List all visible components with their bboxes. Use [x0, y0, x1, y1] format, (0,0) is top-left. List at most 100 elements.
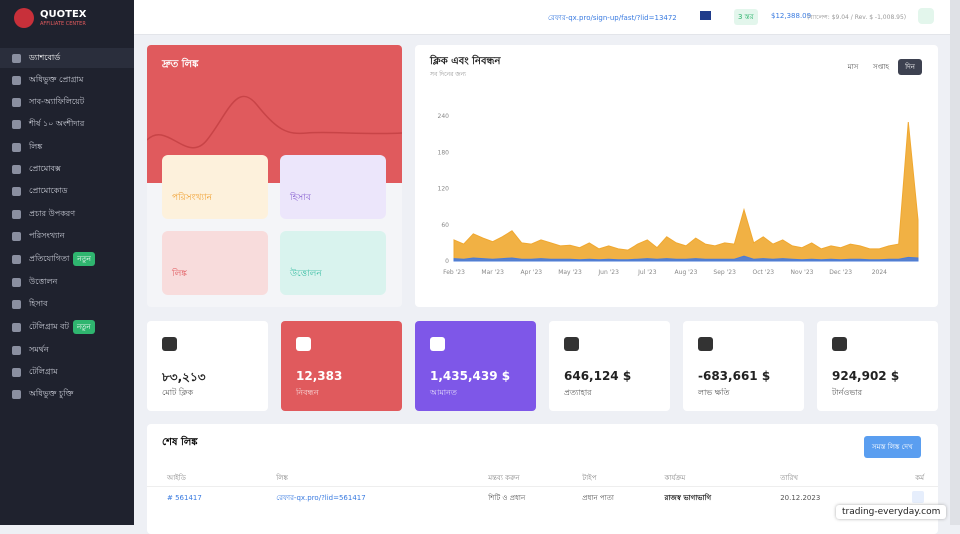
nav-item[interactable]: ড্যাশবোর্ড: [0, 48, 134, 68]
links-table: আইডি লিঙ্ক মন্তব্য করুন টাইপ কার্যক্রম তারিখ ক…: [147, 470, 938, 510]
table-header: কর্ম: [915, 473, 924, 482]
nav-label: লিঙ্ক: [29, 141, 43, 151]
area: [453, 255, 919, 262]
stat-value: -683,661 $: [698, 369, 771, 383]
table-title: শেষ লিঙ্ক: [162, 437, 198, 448]
nav-item[interactable]: টেলিগ্রাম বট নতুন: [0, 317, 134, 337]
table-cell: 20.12.2023: [780, 494, 821, 503]
nav-icon: [12, 164, 21, 174]
topbar: রেফার-qx.pro/sign-up/fast/?lid=13472 3 স…: [134, 0, 950, 35]
nav-icon: [12, 345, 21, 355]
x-tick-label: Mar '23: [481, 269, 504, 276]
nav-item[interactable]: লিঙ্ক: [0, 137, 134, 157]
chart-card: ক্লিক এবং নিবন্ধন সব দিনের জন্য মাস সপ্ত…: [415, 45, 938, 307]
ref-link[interactable]: রেফার-qx.pro/sign-up/fast/?lid=13472: [548, 14, 677, 22]
nav-label: প্রোমোকোড: [29, 185, 68, 195]
chart-subtitle: সব দিনের জন্য: [429, 71, 466, 78]
period-active[interactable]: [898, 59, 922, 75]
period-button[interactable]: সপ্তাহ: [872, 63, 889, 71]
level: 3 স্তর: [734, 9, 758, 25]
flag[interactable]: [700, 11, 711, 20]
nav-item[interactable]: হিসাব: [0, 294, 134, 314]
table-cell: # 561417: [167, 494, 202, 503]
x-tick-label: Feb '23: [443, 269, 465, 276]
nav-icon: [12, 209, 21, 219]
nav-label: শীর্ষ ১০ অংশীদার: [29, 118, 85, 128]
stat-label: নিবন্ধন: [296, 388, 319, 397]
y-tick-label: 240: [438, 113, 450, 120]
sidebar: QUOTEX AFFILIATE CENTER ড্যাশবোর্ড অধিভুক…: [0, 0, 134, 525]
nav-item[interactable]: টেলিগ্রাম: [0, 362, 134, 382]
nav-icon: [12, 299, 21, 309]
nav-item[interactable]: উত্তোলন: [0, 272, 134, 292]
nav-label: টেলিগ্রাম: [29, 366, 58, 376]
x-tick-label: Sep '23: [713, 269, 736, 276]
stat-value: 1,435,439 $: [430, 369, 511, 383]
tile[interactable]: পরিসংখ্যান: [162, 155, 268, 219]
x-tick-label: Dec '23: [829, 269, 852, 276]
table-header: তারিখ: [780, 473, 798, 482]
tile[interactable]: হিসাব: [280, 155, 386, 219]
table-cell: রাজস্ব ভাগাভাগি: [664, 494, 712, 503]
nav-label: টেলিগ্রাম বট: [29, 321, 69, 331]
watermark: trading-everyday.com: [836, 505, 947, 519]
period-button[interactable]: মাস: [847, 63, 859, 71]
table-row: # 561417 রেফার-qx.pro/?lid=561417 শিটি ও প…: [147, 486, 938, 510]
nav-item[interactable]: অধিভুক্ত চুক্তি: [0, 384, 134, 404]
stat-label: আমানত: [430, 388, 457, 397]
stat-label: লাভ ক্ষতি: [698, 388, 730, 397]
x-tick-label: Jul '23: [637, 269, 657, 276]
nav-icon: [12, 231, 21, 241]
stat-value: ৮৩,২১৩: [162, 370, 206, 384]
quick-links-title: দ্রুত লিঙ্ক: [162, 59, 199, 70]
nav-icon: [12, 119, 21, 129]
table-header: কার্যক্রম: [664, 473, 686, 482]
x-tick-label: May '23: [558, 269, 582, 276]
nav-icon: [12, 389, 21, 399]
x-tick-label: 2024: [872, 269, 887, 276]
links-table-card: শেষ লিঙ্ক সমস্ত লিঙ্ক দেখ আইডি লিঙ্ক মন্তব…: [147, 424, 938, 534]
nav-label: অধিভুক্ত চুক্তি: [29, 388, 74, 398]
edit-button[interactable]: [912, 491, 924, 504]
nav-label: হিসাব: [29, 298, 48, 308]
profile[interactable]: [918, 8, 934, 24]
stat-value: 646,124 $: [564, 369, 632, 383]
stat-icon: [430, 337, 445, 351]
brand-sub: AFFILIATE CENTER: [40, 21, 86, 27]
nav-item[interactable]: সমর্থন: [0, 340, 134, 360]
table-wrap: আইডি লিঙ্ক মন্তব্য করুন টাইপ কার্যক্রম তারিখ ক…: [147, 470, 938, 504]
tile[interactable]: লিঙ্ক: [162, 231, 268, 295]
x-tick-label: Aug '23: [675, 269, 698, 276]
table-action: [877, 486, 938, 510]
logo: [14, 8, 34, 28]
x-tick-label: Jun '23: [597, 269, 619, 276]
stat-card: 646,124 $ প্রত্যাহার: [549, 321, 670, 411]
table-header: আইডি: [167, 473, 186, 482]
nav-item[interactable]: প্রতিযোগিতা নতুন: [0, 249, 134, 269]
nav-item[interactable]: প্রোমোবক্স: [0, 159, 134, 179]
nav-item[interactable]: অধিভুক্ত প্রোগ্রাম: [0, 70, 134, 90]
table-cell: রেফার-qx.pro/?lid=561417: [276, 494, 366, 503]
nav-icon: [12, 367, 21, 377]
table-cell: শিটি ও প্রধান: [488, 494, 526, 503]
balance: $12,388.09: [771, 12, 812, 20]
tile[interactable]: উত্তোলন: [280, 231, 386, 295]
nav-label: উত্তোলন: [29, 276, 58, 286]
stat-label: প্রত্যাহার: [564, 388, 592, 397]
scrollbar: [950, 0, 960, 525]
nav-item[interactable]: পরিসংখ্যান: [0, 226, 134, 246]
period-button[interactable]: দিন: [904, 63, 916, 71]
all-links-button[interactable]: সমস্ত লিঙ্ক দেখ: [864, 436, 921, 458]
nav-item[interactable]: শীর্ষ ১০ অংশীদার: [0, 114, 134, 134]
tile-label: পরিসংখ্যান: [172, 193, 212, 203]
stat-label: টার্নওভার: [832, 388, 863, 397]
y-tick-label: 120: [438, 186, 450, 193]
stat-card: 1,435,439 $ আমানত: [415, 321, 536, 411]
nav-item[interactable]: প্রোমোকোড: [0, 181, 134, 201]
nav-item[interactable]: সাব-অ্যাফিলিয়েট: [0, 92, 134, 112]
nav-item[interactable]: প্রচার উপকরণ: [0, 204, 134, 224]
nav-badge: নতুন: [73, 252, 95, 266]
chart-title: ক্লিক এবং নিবন্ধন: [429, 54, 501, 67]
nav-icon: [12, 97, 21, 107]
